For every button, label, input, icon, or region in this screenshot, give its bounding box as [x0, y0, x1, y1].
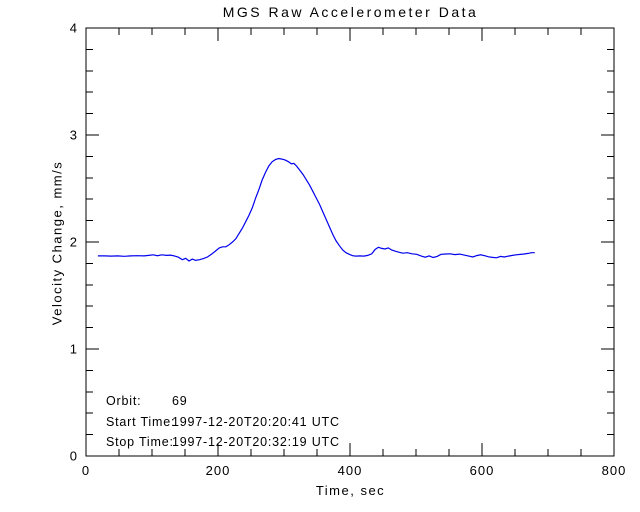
annotation-start-time: Start Time: 1997-12-20T20:20:41 UTC [106, 412, 340, 433]
start-time-label: Start Time: [106, 414, 176, 429]
velocity-change-curve [97, 157, 535, 262]
y-tick-label: 1 [70, 342, 78, 357]
x-tick-label: 800 [602, 463, 627, 478]
orbit-value: 69 [172, 394, 188, 408]
y-tick-label: 0 [70, 449, 78, 464]
orbit-label: Orbit: [106, 394, 142, 408]
chart-title: MGS Raw Accelerometer Data [222, 4, 479, 20]
annotation-stop-time: Stop Time: 1997-12-20T20:32:19 UTC [106, 432, 340, 453]
stop-time-label: Stop Time: [106, 435, 174, 449]
x-axis-label: Time, sec [315, 483, 386, 498]
annotation-orbit: Orbit: 69 [106, 391, 340, 412]
x-tick-label: 600 [470, 463, 495, 478]
annotation-block: Orbit: 69 Start Time: 1997-12-20T20:20:4… [106, 391, 340, 453]
y-tick-label: 4 [70, 21, 78, 36]
y-tick-label: 2 [70, 235, 78, 250]
x-tick-label: 200 [206, 463, 231, 478]
x-tick-label: 400 [338, 463, 363, 478]
start-time-value: 1997-12-20T20:20:41 UTC [172, 414, 340, 429]
stop-time-value: 1997-12-20T20:32:19 UTC [172, 435, 340, 449]
x-tick-label: 0 [82, 463, 90, 478]
y-tick-label: 3 [70, 128, 78, 143]
